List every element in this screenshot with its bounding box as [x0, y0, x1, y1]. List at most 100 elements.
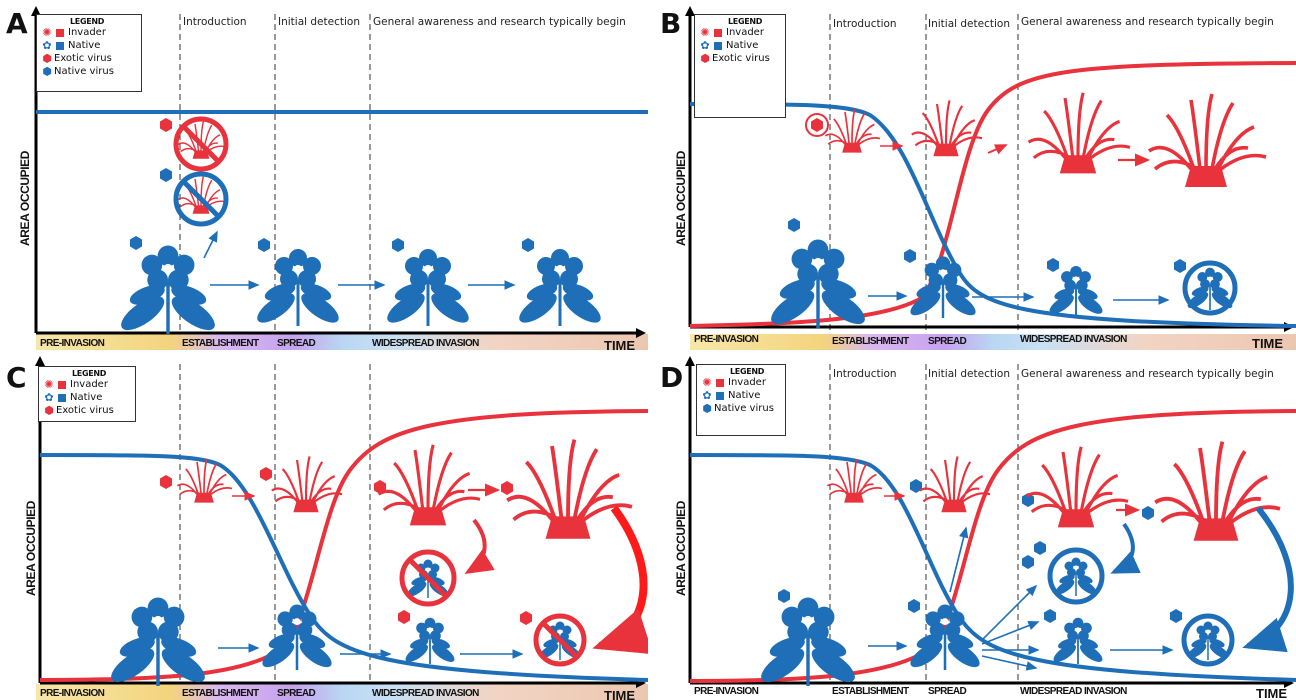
- native-curve: [39, 453, 648, 682]
- x-axis-label: TIME: [1252, 336, 1284, 350]
- native-virus-icon: [522, 238, 534, 252]
- arrow: [987, 144, 1008, 155]
- exotic-virus-icon: [501, 481, 513, 495]
- stage-spread: SPREAD: [928, 336, 967, 347]
- native-curve: [689, 102, 1296, 328]
- exotic-virus-icon: [160, 118, 172, 132]
- stage-widespread-invasion: WIDESPREAD INVASION: [372, 688, 479, 699]
- native-flower-icon: [257, 603, 337, 673]
- panel-c: C LEGEND ✺ Invader ✿ Native ⬢ Exotic virus …: [0, 350, 648, 700]
- panel-d-diagram: [685, 356, 1296, 691]
- legend-item-invader: ✺ Invader: [700, 376, 782, 389]
- exotic-virus-icon: [520, 611, 532, 625]
- y-axis-label: AREA OCCUPIED: [18, 150, 32, 246]
- invader-grass-icon: [1027, 91, 1132, 175]
- stage-widespread-invasion: WIDESPREAD INVASION: [1020, 686, 1127, 697]
- arrow: [981, 621, 1040, 645]
- legend-title: LEGEND: [730, 367, 765, 376]
- exotic-virus-icon: ⬢: [42, 52, 52, 65]
- native-virus-icon: [392, 238, 404, 252]
- invader-grass-icon: ✺: [702, 376, 712, 389]
- legend-item-exotic-virus: ⬢ Exotic virus: [698, 52, 782, 65]
- legend-item-native: ✿ Native: [40, 39, 138, 52]
- native-flower-icon: [401, 616, 459, 667]
- invader-grass-icon: [1147, 92, 1268, 189]
- stage-pre-invasion: PRE-INVASION: [40, 338, 105, 349]
- stage-establishment: ESTABLISHMENT: [832, 336, 909, 347]
- native-flower-icon: [764, 237, 872, 333]
- invader-curve: [689, 61, 1296, 328]
- native-virus-icon: [1170, 609, 1182, 623]
- stage-pre-invasion: PRE-INVASION: [694, 686, 759, 697]
- arrow: [464, 518, 495, 575]
- legend: LEGEND ✺ Invader ✿ Native ⬢ Native virus: [696, 364, 786, 436]
- native-virus-icon: [130, 236, 142, 250]
- phase-detection: Initial detection: [928, 368, 1010, 380]
- arrow: [1242, 506, 1294, 653]
- exotic-virus-icon: ⬢: [700, 52, 710, 65]
- x-axis-label: TIME: [604, 688, 636, 700]
- panel-c-diagram: [35, 356, 648, 700]
- arrow: [1110, 522, 1141, 574]
- native-flower-icon: ✿: [700, 39, 710, 52]
- native-flower-icon: [513, 247, 607, 330]
- panel-letter: B: [660, 7, 682, 40]
- phase-introduction: Introduction: [833, 368, 897, 380]
- arrow: [203, 230, 218, 259]
- native-flower-icon: [104, 595, 212, 691]
- arrow: [592, 505, 648, 655]
- native-flower-icon: ✿: [44, 391, 54, 404]
- native-flower-dead-icon: [1047, 547, 1105, 605]
- stage-bar: [690, 334, 1296, 350]
- native-flower-icon: [905, 603, 985, 673]
- arrow: [981, 655, 1038, 671]
- stage-pre-invasion: PRE-INVASION: [694, 334, 759, 345]
- phase-introduction: Introduction: [183, 16, 247, 28]
- x-axis-label: TIME: [604, 338, 636, 350]
- invader-grass-icon: ✺: [42, 26, 52, 39]
- panel-d: D LEGEND ✺ Invader ✿ Native ⬢ Native virus …: [648, 350, 1296, 700]
- native-virus-icon: [1022, 555, 1034, 569]
- stage-spread: SPREAD: [277, 688, 316, 699]
- native-virus-icon: [1044, 609, 1056, 623]
- native-flower-icon: [1049, 616, 1107, 667]
- native-flower-icon: [905, 255, 981, 321]
- native-virus-icon: [1174, 259, 1186, 273]
- native-flower-icon: ✿: [42, 39, 52, 52]
- y-axis-label: AREA OCCUPIED: [674, 500, 688, 596]
- panel-letter: D: [660, 361, 684, 394]
- panel-b: B LEGEND ✺ Invader ✿ Native ⬢ Exotic virus …: [648, 0, 1296, 350]
- exotic-virus-icon: ⬢: [44, 404, 54, 417]
- exotic-virus-icon: [160, 475, 172, 489]
- stage-bar: [36, 684, 648, 700]
- legend-title: LEGEND: [72, 369, 107, 378]
- native-flower-icon: ✿: [702, 389, 712, 402]
- y-axis-label: AREA OCCUPIED: [24, 500, 38, 596]
- phase-introduction: Introduction: [833, 18, 897, 30]
- native-flower-dead-icon: [399, 549, 457, 607]
- invader-grass-icon: [1025, 445, 1130, 529]
- legend-title: LEGEND: [70, 17, 105, 26]
- legend: LEGEND ✺ Invader ✿ Native ⬢ Exotic virus: [38, 366, 136, 422]
- native-virus-icon: [160, 168, 172, 182]
- panel-a: A LEGEND ✺ Invader ✿ Native ⬢ Exotic virus …: [0, 0, 648, 350]
- legend: LEGEND ✺ Invader ✿ Native ⬢ Exotic virus ⬢ N…: [36, 14, 142, 92]
- legend-title: LEGEND: [728, 17, 763, 26]
- stage-spread: SPREAD: [928, 686, 967, 697]
- exotic-virus-icon: [398, 610, 410, 624]
- native-virus-icon: [1034, 541, 1046, 555]
- native-virus-icon: ⬢: [42, 65, 52, 78]
- stage-bar: [36, 334, 648, 350]
- native-flower-icon: [114, 243, 222, 339]
- panel-b-diagram: [685, 6, 1296, 350]
- native-virus-icon: [1142, 506, 1154, 520]
- legend-item-native: ✿ Native: [42, 391, 132, 404]
- native-flower-icon: [754, 595, 862, 691]
- stage-establishment: ESTABLISHMENT: [182, 688, 259, 699]
- native-virus-icon: [778, 589, 790, 603]
- legend-item-exotic-virus: ⬢ Exotic virus: [40, 52, 138, 65]
- legend: LEGEND ✺ Invader ✿ Native ⬢ Exotic virus: [694, 14, 786, 118]
- native-flower-dead-icon: [1181, 613, 1235, 667]
- legend-item-native: ✿ Native: [700, 389, 782, 402]
- phase-awareness: General awareness and research typically…: [1021, 368, 1274, 380]
